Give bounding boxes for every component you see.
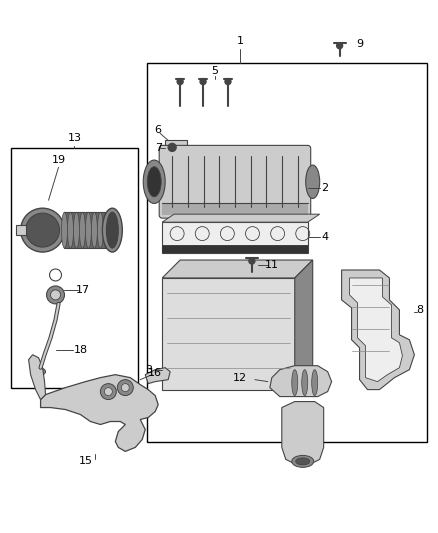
- Text: 17: 17: [75, 285, 89, 295]
- Text: 1: 1: [237, 36, 244, 46]
- Polygon shape: [295, 260, 313, 390]
- Text: 19: 19: [51, 155, 66, 165]
- Ellipse shape: [292, 455, 314, 467]
- Ellipse shape: [67, 212, 74, 248]
- Text: 13: 13: [67, 133, 81, 143]
- Polygon shape: [342, 270, 414, 390]
- Circle shape: [100, 384, 117, 400]
- Ellipse shape: [110, 212, 115, 248]
- Ellipse shape: [102, 208, 122, 252]
- Bar: [11, 148, 138, 387]
- Ellipse shape: [74, 212, 79, 248]
- Circle shape: [21, 208, 64, 252]
- Polygon shape: [28, 355, 46, 400]
- Ellipse shape: [296, 458, 310, 465]
- Ellipse shape: [32, 368, 46, 376]
- Bar: [162, 245, 308, 253]
- Ellipse shape: [61, 212, 67, 248]
- Text: 11: 11: [265, 260, 279, 270]
- Text: 12: 12: [233, 373, 247, 383]
- Text: 18: 18: [74, 345, 88, 355]
- Circle shape: [117, 379, 133, 395]
- Polygon shape: [282, 401, 324, 464]
- Bar: [16, 225, 25, 235]
- Polygon shape: [162, 260, 313, 278]
- Ellipse shape: [92, 212, 97, 248]
- Ellipse shape: [147, 167, 161, 197]
- Text: 6: 6: [155, 125, 162, 135]
- Ellipse shape: [97, 212, 103, 248]
- Ellipse shape: [306, 165, 320, 198]
- Polygon shape: [270, 366, 332, 397]
- Polygon shape: [162, 214, 320, 222]
- Bar: [162, 203, 308, 215]
- FancyBboxPatch shape: [159, 146, 311, 218]
- Text: 7: 7: [155, 143, 162, 154]
- Text: 16: 16: [148, 368, 162, 378]
- Circle shape: [225, 78, 231, 85]
- Polygon shape: [145, 368, 170, 384]
- Ellipse shape: [302, 370, 308, 395]
- Ellipse shape: [106, 212, 118, 248]
- Circle shape: [168, 143, 176, 151]
- Circle shape: [249, 258, 255, 264]
- Circle shape: [46, 286, 64, 304]
- Text: 3: 3: [145, 365, 152, 375]
- Text: 2: 2: [321, 183, 328, 193]
- Circle shape: [121, 384, 129, 392]
- Ellipse shape: [79, 212, 85, 248]
- Polygon shape: [41, 375, 158, 451]
- Circle shape: [50, 290, 60, 300]
- Ellipse shape: [312, 370, 318, 395]
- Circle shape: [177, 78, 183, 85]
- Bar: [162, 278, 295, 390]
- Text: 9: 9: [356, 39, 363, 49]
- Ellipse shape: [103, 212, 110, 248]
- Circle shape: [337, 43, 343, 49]
- Bar: [165, 140, 187, 155]
- Ellipse shape: [143, 160, 165, 204]
- Text: 15: 15: [78, 456, 92, 466]
- Text: 5: 5: [212, 66, 219, 76]
- Text: 4: 4: [321, 232, 328, 242]
- Text: 8: 8: [416, 305, 423, 315]
- Circle shape: [104, 387, 112, 395]
- Bar: [162, 222, 308, 253]
- Ellipse shape: [85, 212, 92, 248]
- Circle shape: [200, 78, 206, 85]
- Ellipse shape: [292, 370, 298, 395]
- Polygon shape: [350, 278, 403, 382]
- Bar: [147, 63, 427, 442]
- Circle shape: [25, 213, 60, 247]
- Bar: [64, 212, 112, 248]
